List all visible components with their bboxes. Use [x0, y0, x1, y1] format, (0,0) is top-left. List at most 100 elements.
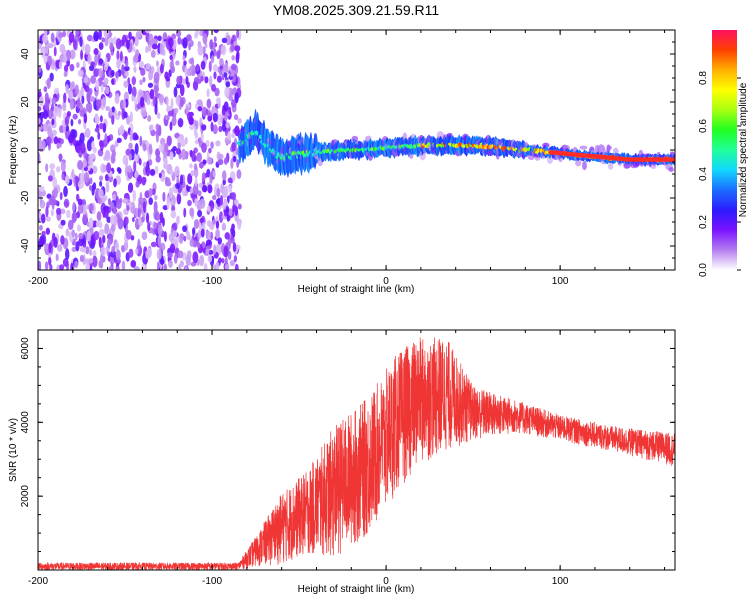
noise-cell — [77, 198, 83, 206]
noise-cell — [110, 69, 115, 77]
noise-cell — [83, 76, 89, 84]
noise-cell — [125, 59, 129, 68]
noise-cell — [62, 123, 66, 134]
noise-cell — [158, 124, 162, 137]
noise-cell — [115, 71, 119, 79]
noise-cell — [155, 212, 161, 221]
noise-cell — [48, 109, 52, 118]
noise-cell — [212, 112, 218, 123]
noise-cell — [116, 58, 121, 69]
y-tick-label: 0 — [20, 147, 31, 153]
noise-cell — [197, 106, 203, 112]
noise-cell — [134, 134, 139, 141]
noise-cell — [134, 142, 139, 155]
noise-cell — [47, 55, 53, 66]
noise-cell — [236, 159, 240, 168]
noise-cell — [134, 152, 139, 163]
noise-cell — [40, 213, 46, 224]
noise-cell — [122, 98, 126, 110]
noise-cell — [232, 242, 237, 253]
noise-cell — [60, 219, 66, 226]
noise-cell — [149, 169, 156, 176]
noise-cell — [58, 32, 64, 38]
noise-cell — [94, 127, 100, 133]
noise-cell — [95, 221, 99, 227]
noise-cell — [75, 30, 80, 36]
noise-cell — [98, 58, 104, 65]
noise-cell — [187, 173, 193, 185]
noise-cell — [53, 186, 58, 199]
noise-cell — [111, 106, 115, 113]
noise-cell — [72, 38, 77, 50]
noise-cell — [79, 109, 86, 117]
noise-cell — [149, 88, 155, 100]
noise-cell — [139, 191, 143, 204]
noise-cell — [165, 76, 171, 82]
noise-cell — [51, 118, 55, 126]
noise-cell — [207, 184, 213, 194]
noise-cell — [91, 140, 95, 150]
noise-cell — [54, 87, 60, 95]
noise-cell — [223, 245, 229, 258]
noise-cell — [86, 230, 91, 242]
x-tick-label: -200 — [28, 576, 48, 587]
noise-cell — [200, 132, 204, 142]
colorbar-gradient — [712, 30, 737, 270]
noise-cell — [104, 133, 108, 145]
noise-cell — [176, 215, 180, 225]
noise-cell — [231, 63, 237, 71]
noise-cell — [98, 67, 103, 78]
noise-cell — [95, 79, 100, 92]
noise-cell — [62, 100, 67, 112]
noise-cell — [159, 259, 165, 265]
noise-cell — [198, 182, 203, 188]
noise-cell — [78, 232, 84, 240]
noise-cell — [119, 50, 123, 62]
noise-cell — [184, 66, 188, 77]
noise-cell — [154, 86, 158, 98]
noise-cell — [213, 30, 219, 34]
noise-cell — [170, 200, 174, 207]
noise-cell — [50, 195, 56, 205]
signal-halo-cell — [623, 162, 631, 169]
noise-cell — [137, 207, 141, 219]
noise-cell — [104, 86, 110, 95]
noise-cell — [66, 59, 71, 67]
noise-cell — [42, 34, 49, 44]
noise-cell — [47, 43, 54, 49]
noise-cell — [221, 222, 227, 231]
noise-cell — [206, 88, 210, 98]
noise-cell — [87, 53, 92, 65]
noise-cell — [173, 107, 179, 114]
noise-cell — [140, 96, 145, 108]
noise-cell — [215, 220, 220, 229]
noise-cell — [162, 217, 165, 227]
noise-cell — [155, 131, 159, 143]
noise-cell — [104, 77, 109, 85]
noise-cell — [213, 36, 217, 43]
noise-cell — [98, 188, 104, 199]
noise-cell — [179, 97, 184, 108]
noise-cell — [173, 112, 177, 120]
noise-cell — [95, 99, 102, 109]
noise-cell — [106, 216, 112, 223]
noise-cell — [72, 201, 76, 212]
snr-frame — [37, 329, 676, 571]
noise-cell — [93, 30, 100, 42]
noise-cell — [69, 63, 75, 72]
noise-cell — [199, 198, 206, 209]
noise-cell — [128, 31, 132, 40]
noise-cell — [210, 55, 215, 64]
noise-cell — [177, 141, 182, 150]
noise-cell — [172, 145, 177, 152]
noise-cell — [236, 169, 242, 180]
noise-cell — [89, 177, 93, 185]
noise-cell — [84, 128, 91, 138]
noise-cell — [50, 32, 55, 43]
noise-cell — [66, 209, 71, 219]
noise-cell — [104, 223, 110, 235]
noise-cell — [205, 248, 210, 255]
noise-cell — [45, 206, 49, 218]
noise-cell — [114, 92, 120, 105]
